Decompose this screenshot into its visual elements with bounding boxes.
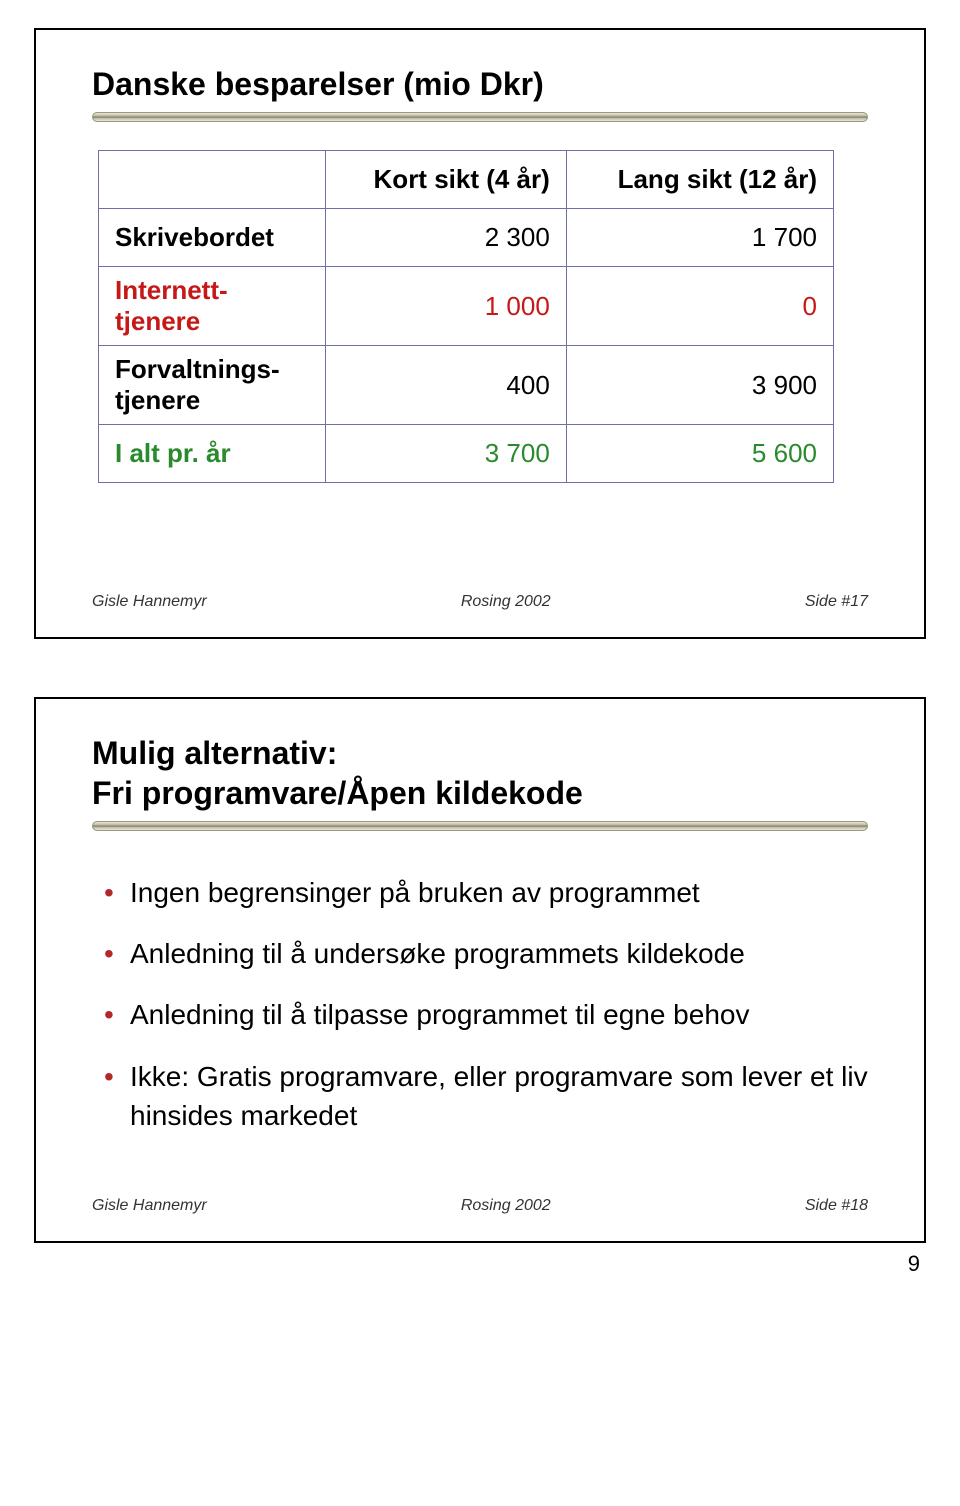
cell-short: 3 700 — [326, 425, 567, 483]
col-short-term: Kort sikt (4 år) — [326, 151, 567, 209]
title-divider — [92, 821, 868, 831]
title-divider — [92, 112, 868, 122]
row-label: Forvaltnings- tjenere — [99, 346, 326, 425]
slide-2: Mulig alternativ: Fri programvare/Åpen k… — [34, 697, 926, 1243]
document-page: Danske besparelser (mio Dkr) Kort sikt (… — [0, 0, 960, 1295]
document-page-number: 9 — [34, 1251, 920, 1277]
savings-table-wrap: Kort sikt (4 år) Lang sikt (12 år) Skriv… — [98, 150, 834, 483]
savings-table: Kort sikt (4 år) Lang sikt (12 år) Skriv… — [98, 150, 834, 483]
row-label-line2: tjenere — [115, 385, 200, 415]
title-line1: Mulig alternativ: — [92, 735, 337, 771]
cell-long: 1 700 — [566, 209, 833, 267]
row-label-line2: tjenere — [115, 306, 200, 336]
cell-long: 0 — [566, 267, 833, 346]
cell-short: 1 000 — [326, 267, 567, 346]
row-label-line1: Forvaltnings- — [115, 354, 280, 384]
table-row: Internett- tjenere 1 000 0 — [99, 267, 834, 346]
footer-author: Gisle Hannemyr — [92, 593, 207, 611]
cell-short: 400 — [326, 346, 567, 425]
title-line2: Fri programvare/Åpen kildekode — [92, 775, 583, 811]
row-label: Internett- tjenere — [99, 267, 326, 346]
row-label: Skrivebordet — [99, 209, 326, 267]
footer-author: Gisle Hannemyr — [92, 1197, 207, 1215]
col-long-term: Lang sikt (12 år) — [566, 151, 833, 209]
slide-1: Danske besparelser (mio Dkr) Kort sikt (… — [34, 28, 926, 639]
slide-2-title: Mulig alternativ: Fri programvare/Åpen k… — [92, 733, 868, 813]
slide-1-footer: Gisle Hannemyr Rosing 2002 Side #17 — [92, 593, 868, 611]
cell-long: 3 900 — [566, 346, 833, 425]
slide-1-title: Danske besparelser (mio Dkr) — [92, 64, 868, 104]
footer-page: Side #17 — [805, 593, 868, 611]
footer-page: Side #18 — [805, 1197, 868, 1215]
table-header-row: Kort sikt (4 år) Lang sikt (12 år) — [99, 151, 834, 209]
table-corner-cell — [99, 151, 326, 209]
footer-event: Rosing 2002 — [461, 593, 551, 611]
table-row: Skrivebordet 2 300 1 700 — [99, 209, 834, 267]
cell-short: 2 300 — [326, 209, 567, 267]
slide-gap — [34, 639, 926, 697]
cell-long: 5 600 — [566, 425, 833, 483]
row-label-line1: Internett- — [115, 275, 228, 305]
list-item: Anledning til å tilpasse programmet til … — [104, 995, 868, 1034]
footer-event: Rosing 2002 — [461, 1197, 551, 1215]
slide-2-footer: Gisle Hannemyr Rosing 2002 Side #18 — [92, 1197, 868, 1215]
list-item: Ingen begrensinger på bruken av programm… — [104, 873, 868, 912]
list-item: Ikke: Gratis programvare, eller programv… — [104, 1057, 868, 1135]
list-item: Anledning til å undersøke programmets ki… — [104, 934, 868, 973]
table-row-total: I alt pr. år 3 700 5 600 — [99, 425, 834, 483]
table-row: Forvaltnings- tjenere 400 3 900 — [99, 346, 834, 425]
bullet-list: Ingen begrensinger på bruken av programm… — [104, 873, 868, 1135]
row-label: I alt pr. år — [99, 425, 326, 483]
